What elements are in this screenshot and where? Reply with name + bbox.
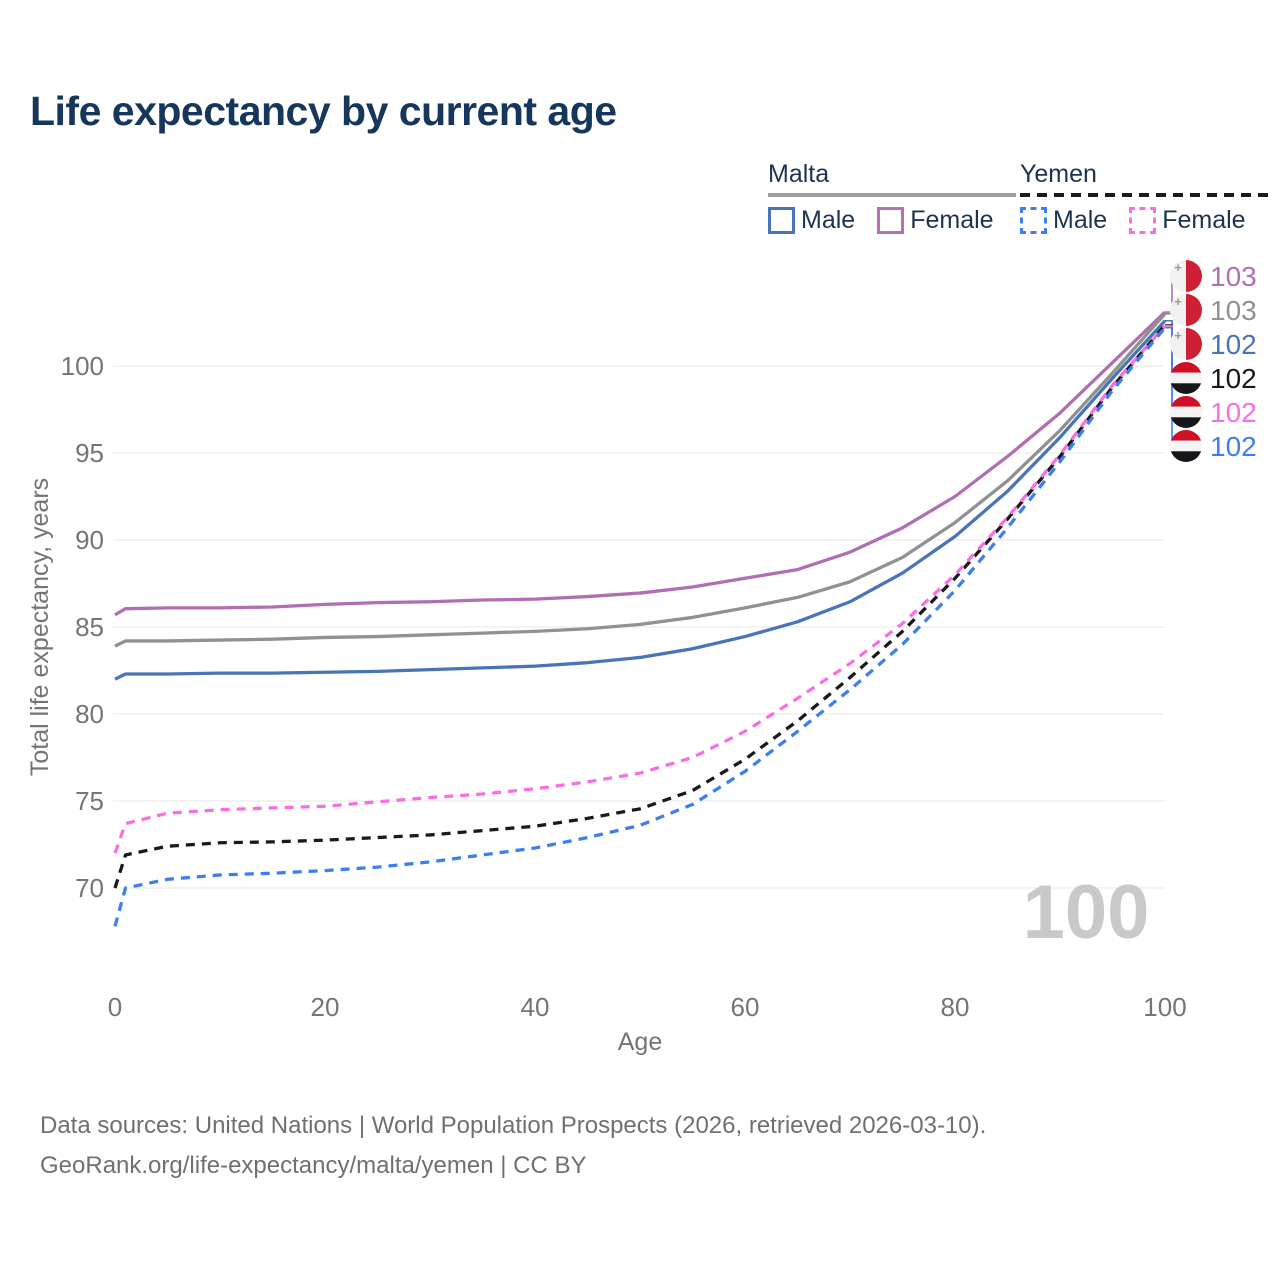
svg-text:+: +	[1174, 260, 1182, 275]
legend-item-yemen-male[interactable]: Male	[1020, 206, 1107, 235]
svg-text:+: +	[1174, 328, 1182, 343]
x-tick-label-100: 100	[1143, 992, 1186, 1022]
flag-icon-yemen	[1170, 430, 1202, 462]
x-tick-label-80: 80	[941, 992, 970, 1022]
footer-attribution: GeoRank.org/life-expectancy/malta/yemen …	[40, 1152, 587, 1179]
end-label-yemen-female: 102	[1210, 397, 1257, 428]
legend-label-malta-male: Male	[801, 206, 856, 234]
page-title: Life expectancy by current age	[30, 88, 617, 134]
end-label-yemen-combined: 102	[1210, 363, 1257, 394]
y-axis-title: Total life expectancy, years	[26, 478, 54, 776]
legend-row-malta: Male Female	[768, 206, 1016, 235]
end-label-malta-female: 103	[1210, 261, 1257, 292]
legend-item-malta-female[interactable]: Female	[877, 206, 994, 235]
x-tick-label-60: 60	[731, 992, 760, 1022]
legend-item-yemen-female[interactable]: Female	[1129, 206, 1246, 235]
y-tick-label-75: 75	[75, 786, 104, 816]
legend-item-malta-male[interactable]: Male	[768, 206, 855, 235]
y-tick-label-80: 80	[75, 699, 104, 729]
flag-icon-malta: +	[1170, 260, 1202, 292]
x-tick-label-0: 0	[108, 992, 122, 1022]
footer: Data sources: United Nations | World Pop…	[40, 1106, 986, 1186]
legend-label-yemen-male: Male	[1053, 206, 1108, 234]
series-line-yemen-female[interactable]	[113, 324, 1167, 854]
legend-label-yemen-female: Female	[1162, 206, 1246, 234]
legend-country-yemen[interactable]: Yemen	[1020, 160, 1097, 188]
series-line-malta-female[interactable]	[114, 310, 1167, 617]
y-tick-label-85: 85	[75, 612, 104, 642]
flag-icon-yemen	[1170, 396, 1202, 428]
end-label-yemen-male: 102	[1210, 431, 1257, 462]
legend-row-yemen: Male Female	[1020, 206, 1268, 235]
y-tick-label-100: 100	[61, 351, 104, 381]
x-axis-title: Age	[618, 1028, 662, 1056]
flag-icon-malta: +	[1170, 294, 1202, 326]
legend-swatch-malta-male[interactable]	[768, 207, 795, 234]
line-chart-canvas[interactable]: 100 70 75 80 85 90 95 100 0 20 40 60 80 100 Age Total l…	[0, 0, 1280, 1090]
flag-icon-yemen	[1170, 362, 1202, 394]
series-line-yemen-male[interactable]	[113, 326, 1167, 927]
x-tick-label-20: 20	[311, 992, 340, 1022]
footer-data-sources: Data sources: United Nations | World Pop…	[40, 1112, 987, 1139]
watermark: 100	[1023, 870, 1150, 955]
legend-swatch-yemen-male[interactable]	[1020, 207, 1047, 234]
x-tick-label-40: 40	[521, 992, 550, 1022]
y-tick-label-70: 70	[75, 873, 104, 903]
series-line-malta-combined[interactable]	[114, 312, 1167, 648]
legend-swatch-yemen-female[interactable]	[1129, 207, 1157, 234]
legend-label-malta-female: Female	[910, 206, 994, 234]
legend-country-malta[interactable]: Malta	[768, 160, 830, 188]
y-tick-label-90: 90	[75, 525, 104, 555]
legend-swatch-malta-female[interactable]	[877, 207, 905, 234]
y-tick-label-95: 95	[75, 438, 104, 468]
end-label-malta-male: 102	[1210, 329, 1257, 360]
legend-underline-malta-solid	[768, 193, 1016, 197]
series-line-malta-male[interactable]	[114, 319, 1167, 681]
legend-group-malta: Malta Male Female	[768, 160, 1016, 235]
flag-icon-malta: +	[1170, 328, 1202, 360]
legend-group-yemen: Yemen Male Female	[1020, 160, 1268, 235]
end-label-malta-combined: 103	[1210, 295, 1257, 326]
legend-underline-yemen-dashed	[1020, 193, 1268, 197]
svg-text:+: +	[1174, 294, 1182, 309]
